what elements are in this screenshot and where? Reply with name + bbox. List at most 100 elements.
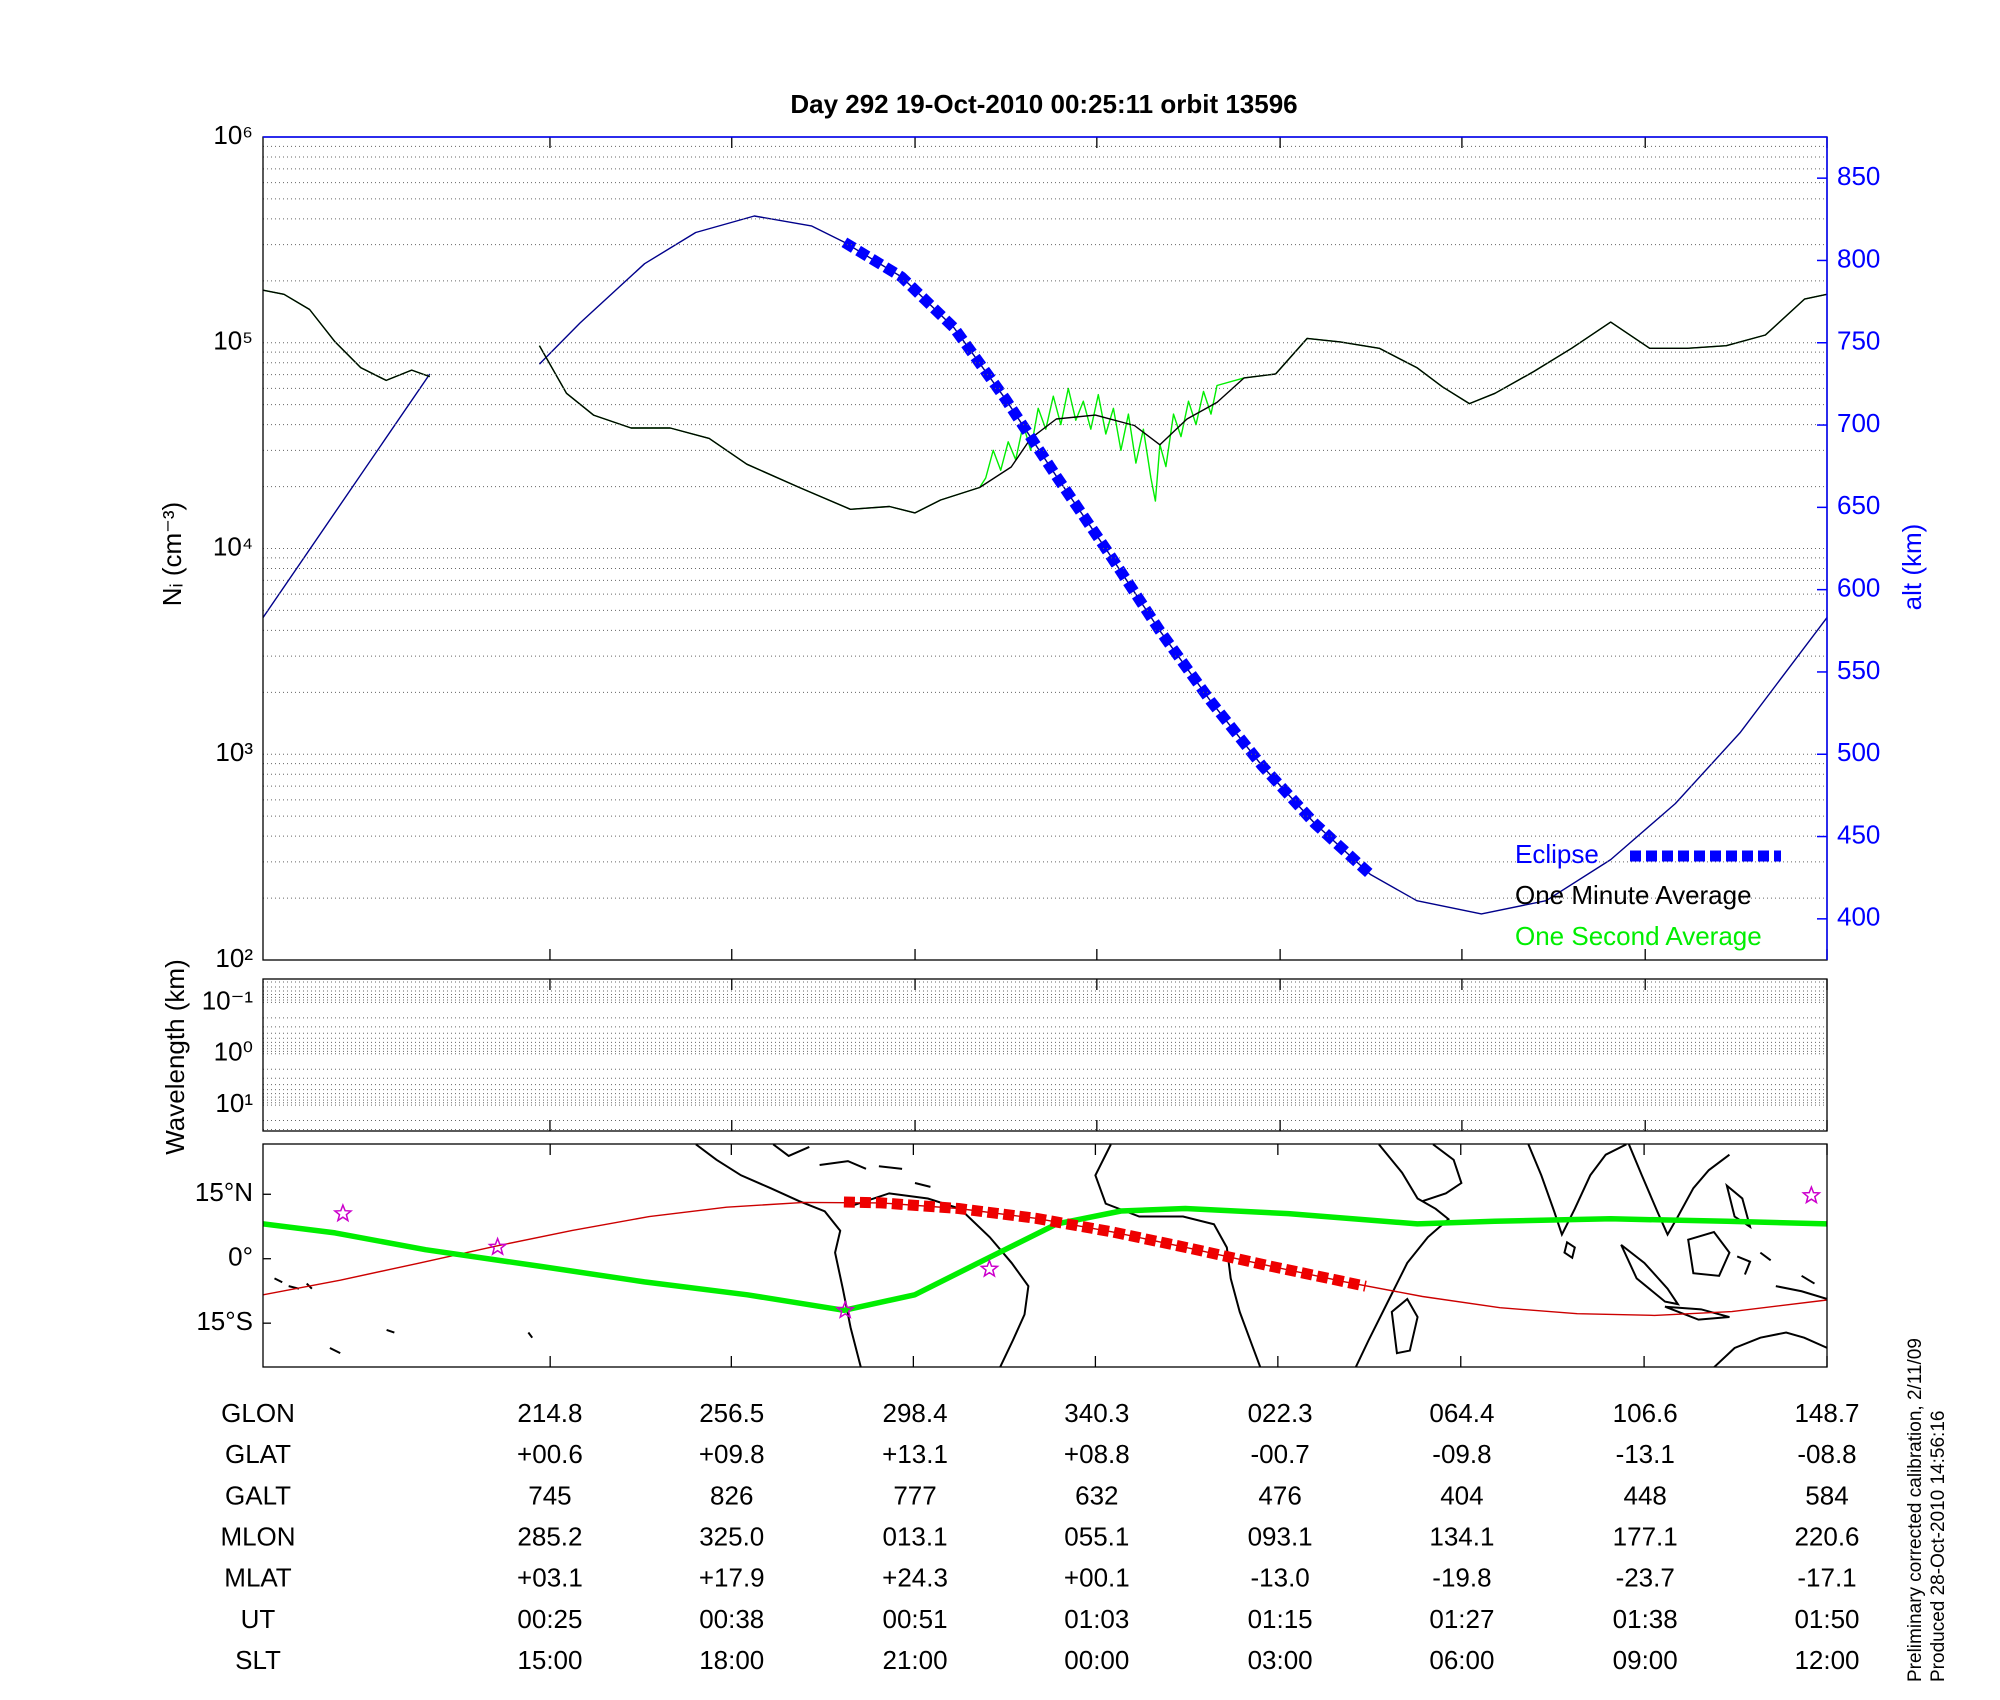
y2-tick-label: 850 <box>1837 161 1880 191</box>
y2-tick-label: 750 <box>1837 326 1880 356</box>
table-cell: 055.1 <box>1064 1521 1129 1551</box>
y-axis-label: Nᵢ (cm⁻³) <box>157 502 187 606</box>
table-cell: 01:03 <box>1064 1604 1129 1634</box>
table-cell: 214.8 <box>517 1398 582 1428</box>
table-cell: -09.8 <box>1432 1439 1491 1469</box>
table-cell: -00.7 <box>1250 1439 1309 1469</box>
note: Preliminary corrected calibration, 2/11/… <box>1905 1338 1926 1682</box>
table-cell: 826 <box>710 1480 753 1510</box>
table-cell: 01:27 <box>1429 1604 1494 1634</box>
series-line <box>843 1196 1367 1292</box>
table-cell: 03:00 <box>1248 1645 1313 1675</box>
table-cell: +24.3 <box>882 1563 948 1593</box>
row-label: GLON <box>221 1398 295 1428</box>
star-marker <box>487 1236 508 1256</box>
y2-tick-label: 700 <box>1837 408 1880 438</box>
table-cell: 340.3 <box>1064 1398 1129 1428</box>
plot-frame <box>262 136 1828 961</box>
table-cell: 106.6 <box>1613 1398 1678 1428</box>
table-cell: 404 <box>1440 1480 1483 1510</box>
row-label: MLAT <box>224 1563 292 1593</box>
table-cell: +03.1 <box>517 1563 583 1593</box>
star-marker <box>835 1299 856 1319</box>
legend-label: One Second Average <box>1515 921 1762 951</box>
map-area <box>263 1144 1827 1367</box>
table-cell: 09:00 <box>1613 1645 1678 1675</box>
chart-title: Day 292 19-Oct-2010 00:25:11 orbit 13596 <box>790 89 1297 119</box>
table-cell: 12:00 <box>1794 1645 1859 1675</box>
row-label: UT <box>241 1604 276 1634</box>
table-cell: 01:38 <box>1613 1604 1678 1634</box>
star-marker <box>332 1203 354 1223</box>
table-cell: 148.7 <box>1794 1398 1859 1428</box>
table-cell: 285.2 <box>517 1521 582 1551</box>
plot-frame <box>262 978 1828 1132</box>
y-tick-label: 10³ <box>215 737 253 767</box>
table-cell: +13.1 <box>882 1439 948 1469</box>
y-tick-label: 10⁻¹ <box>202 985 254 1015</box>
table-cell: 00:38 <box>699 1604 764 1634</box>
table-cell: 013.1 <box>883 1521 948 1551</box>
y2-tick-label: 600 <box>1837 573 1880 603</box>
table-cell: 476 <box>1258 1480 1301 1510</box>
table-cell: 022.3 <box>1248 1398 1313 1428</box>
star-marker <box>1801 1185 1822 1205</box>
y2-tick-label: 550 <box>1837 655 1880 685</box>
plot-area <box>263 215 1827 915</box>
y-tick-label: 0° <box>228 1242 253 1272</box>
table-cell: -13.0 <box>1250 1563 1309 1593</box>
table-cell: 448 <box>1624 1480 1667 1510</box>
table-cell: +00.1 <box>1064 1563 1130 1593</box>
coastlines <box>274 1144 1827 1367</box>
y2-tick-label: 650 <box>1837 490 1880 520</box>
y-tick-label: 10² <box>215 943 253 973</box>
row-label: GALT <box>225 1480 291 1510</box>
table-cell: +17.9 <box>699 1563 765 1593</box>
table-cell: 298.4 <box>883 1398 948 1428</box>
series-line <box>841 237 1375 879</box>
table-cell: 220.6 <box>1794 1521 1859 1551</box>
y-tick-label: 10⁴ <box>213 531 253 561</box>
row-label: GLAT <box>225 1439 291 1469</box>
y-tick-label: 15°S <box>196 1306 253 1336</box>
legend-label: One Minute Average <box>1515 880 1752 910</box>
table-cell: 01:50 <box>1794 1604 1859 1634</box>
table-cell: -13.1 <box>1616 1439 1675 1469</box>
y2-tick-label: 450 <box>1837 819 1880 849</box>
series-line <box>263 215 1827 915</box>
plot-frame <box>262 1143 1828 1368</box>
y2-tick-label: 800 <box>1837 243 1880 273</box>
series-line <box>263 289 1827 514</box>
y2-axis-label: alt (km) <box>1897 524 1927 611</box>
y-tick-label: 10¹ <box>215 1088 253 1118</box>
note: Produced 28-Oct-2010 14:56:16 <box>1928 1411 1949 1682</box>
table-cell: -08.8 <box>1797 1439 1856 1469</box>
y-tick-label: 15°N <box>195 1177 253 1207</box>
legend-label: Eclipse <box>1515 839 1599 869</box>
table-cell: 21:00 <box>883 1645 948 1675</box>
row-label: SLT <box>235 1645 281 1675</box>
table-cell: 01:15 <box>1248 1604 1313 1634</box>
star-marker <box>979 1258 1000 1278</box>
table-cell: 00:25 <box>517 1604 582 1634</box>
y-tick-label: 10⁶ <box>213 120 253 150</box>
table-cell: 584 <box>1805 1480 1848 1510</box>
table-cell: 745 <box>528 1480 571 1510</box>
table-cell: 256.5 <box>699 1398 764 1428</box>
table-cell: -19.8 <box>1432 1563 1491 1593</box>
y-tick-label: 10⁰ <box>214 1037 253 1067</box>
y-axis-label: Wavelength (km) <box>160 959 190 1155</box>
table-cell: -17.1 <box>1797 1563 1856 1593</box>
y2-tick-label: 400 <box>1837 902 1880 932</box>
table-cell: 00:51 <box>883 1604 948 1634</box>
table-cell: +00.6 <box>517 1439 583 1469</box>
y-tick-label: 10⁵ <box>213 326 253 356</box>
table-cell: 777 <box>893 1480 936 1510</box>
table-cell: +08.8 <box>1064 1439 1130 1469</box>
table-cell: 064.4 <box>1429 1398 1494 1428</box>
row-label: MLON <box>220 1521 295 1551</box>
series-line <box>263 289 1827 514</box>
table-cell: 177.1 <box>1613 1521 1678 1551</box>
table-cell: -23.7 <box>1616 1563 1675 1593</box>
